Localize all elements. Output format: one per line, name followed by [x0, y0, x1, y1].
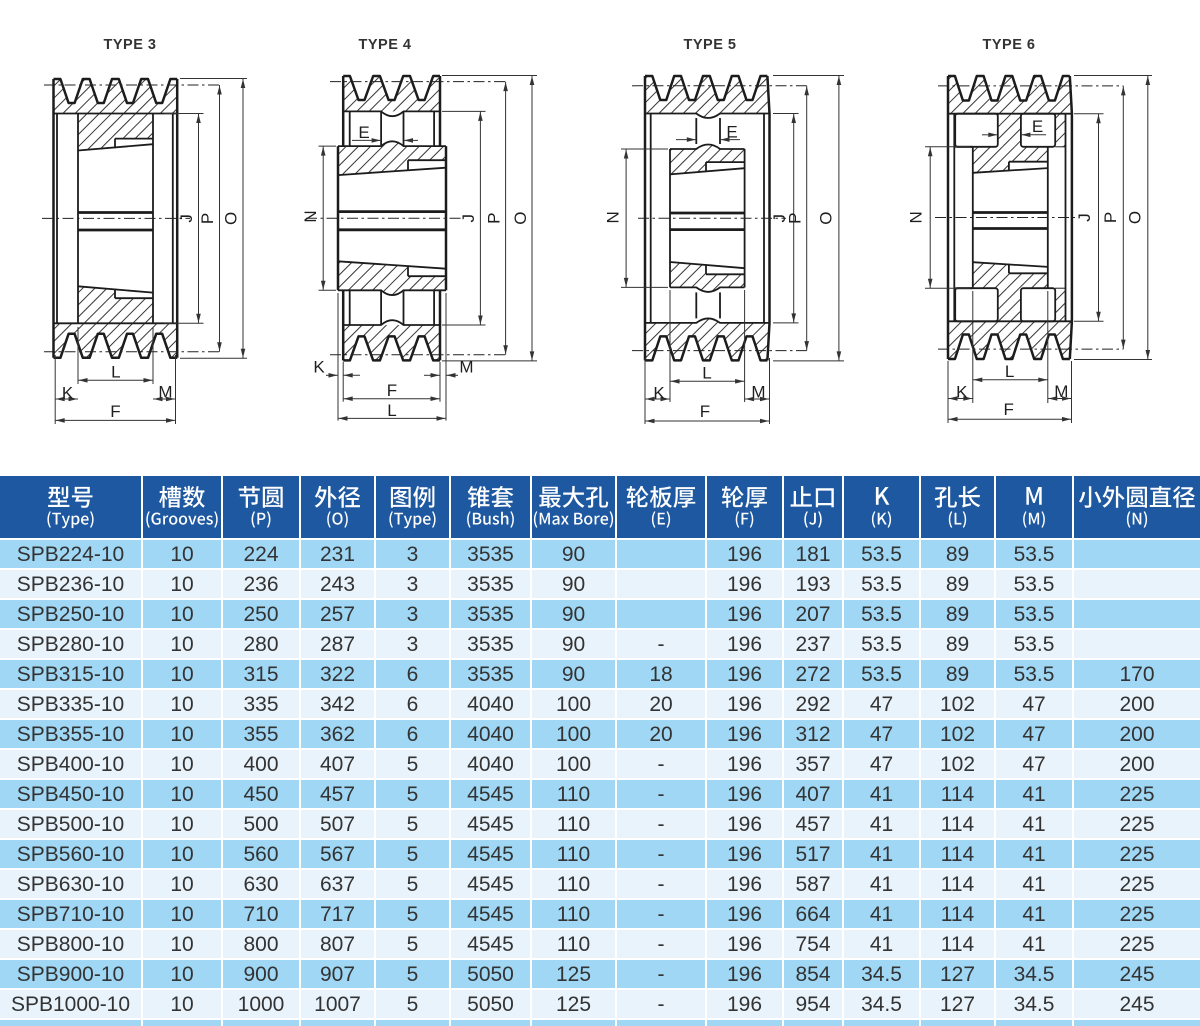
svg-text:O: O	[511, 212, 530, 225]
svg-text:F: F	[1004, 400, 1014, 419]
svg-text:N: N	[301, 210, 320, 222]
svg-text:K: K	[653, 383, 665, 402]
svg-text:M: M	[1054, 382, 1068, 401]
svg-text:L: L	[702, 364, 711, 383]
svg-text:TYPE 3: TYPE 3	[104, 37, 157, 53]
svg-text:P: P	[1101, 212, 1120, 223]
svg-text:N: N	[907, 211, 926, 223]
svg-text:J: J	[177, 214, 196, 223]
svg-text:J: J	[770, 214, 789, 223]
svg-text:K: K	[62, 383, 74, 402]
svg-text:TYPE 5: TYPE 5	[684, 37, 737, 53]
svg-text:L: L	[1005, 362, 1014, 381]
svg-text:L: L	[111, 363, 120, 382]
svg-text:P: P	[485, 213, 504, 224]
svg-text:K: K	[313, 358, 325, 377]
svg-text:J: J	[1075, 213, 1094, 222]
svg-text:P: P	[785, 213, 804, 224]
svg-text:F: F	[387, 381, 397, 400]
svg-text:J: J	[459, 214, 478, 223]
svg-text:K: K	[956, 383, 968, 402]
svg-text:F: F	[700, 402, 710, 421]
svg-text:E: E	[358, 123, 369, 142]
svg-text:M: M	[751, 382, 765, 401]
svg-text:P: P	[198, 213, 217, 224]
svg-text:N: N	[604, 211, 623, 223]
svg-text:O: O	[817, 212, 836, 225]
svg-text:M: M	[459, 358, 473, 377]
svg-text:O: O	[1126, 211, 1145, 224]
svg-text:F: F	[110, 402, 120, 421]
svg-text:O: O	[222, 212, 241, 225]
svg-text:TYPE 4: TYPE 4	[359, 37, 412, 53]
svg-text:E: E	[1032, 117, 1043, 136]
svg-text:TYPE 6: TYPE 6	[983, 37, 1036, 53]
svg-text:E: E	[726, 123, 737, 142]
svg-text:L: L	[387, 401, 396, 420]
svg-text:M: M	[158, 382, 172, 401]
